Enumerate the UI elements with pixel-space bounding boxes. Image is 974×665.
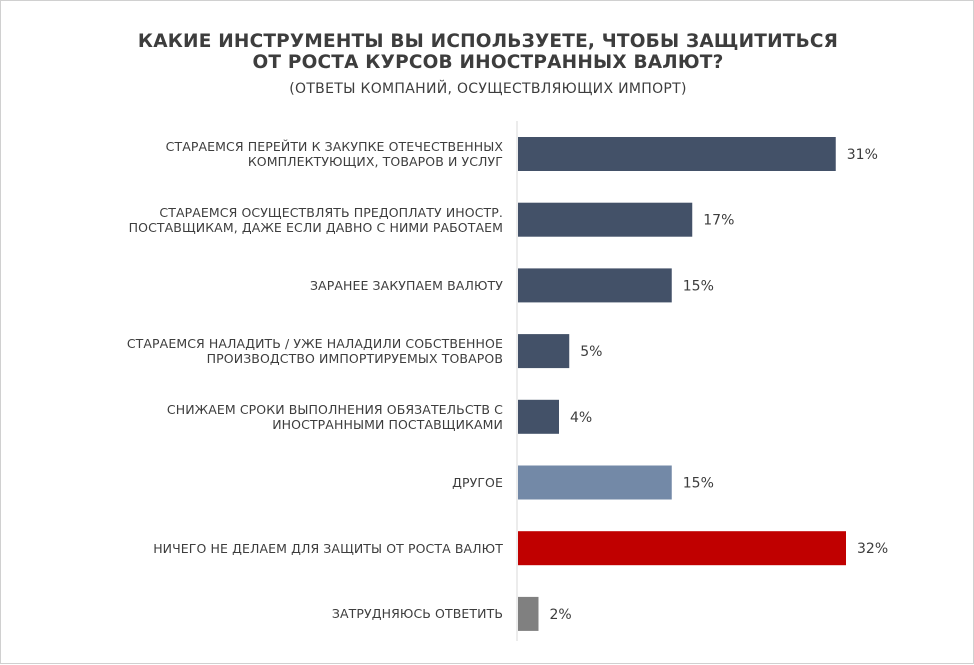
value-label-3: 15% <box>683 278 714 294</box>
category-label-2: СТАРАЕМСЯ ОСУЩЕСТВЛЯТЬ ПРЕДОПЛАТУ ИНОСТР… <box>23 205 503 235</box>
chart-title-line-1: КАКИЕ ИНСТРУМЕНТЫ ВЫ ИСПОЛЬЗУЕТЕ, ЧТОБЫ … <box>137 31 839 52</box>
category-label-8: ЗАТРУДНЯЮСЬ ОТВЕТИТЬ <box>23 606 503 621</box>
bar-4 <box>518 334 570 369</box>
category-label-line: СНИЖАЕМ СРОКИ ВЫПОЛНЕНИЯ ОБЯЗАТЕЛЬСТВ С <box>166 401 503 417</box>
value-label-5: 4% <box>570 410 592 426</box>
value-label-1: 31% <box>847 147 878 163</box>
value-label-7: 32% <box>857 541 888 557</box>
category-label-line: СТАРАЕМСЯ НАЛАДИТЬ / УЖЕ НАЛАДИЛИ СОБСТВ… <box>126 336 503 352</box>
chart-title-line-2: ОТ РОСТА КУРСОВ ИНОСТРАННЫХ ВАЛЮТ? <box>252 52 724 73</box>
bar-6 <box>518 465 672 500</box>
category-label-line: ДРУГОЕ <box>452 475 503 490</box>
category-label-4: СТАРАЕМСЯ НАЛАДИТЬ / УЖЕ НАЛАДИЛИ СОБСТВ… <box>23 336 503 366</box>
category-label-line: ЗАТРУДНЯЮСЬ ОТВЕТИТЬ <box>331 606 503 622</box>
category-label-line: КОМПЛЕКТУЮЩИХ, ТОВАРОВ И УСЛУГ <box>247 154 503 169</box>
category-label-6: ДРУГОЕ <box>23 475 503 490</box>
value-label-8: 2% <box>550 607 572 623</box>
value-label-4: 5% <box>580 344 602 360</box>
category-label-line: ПРОИЗВОДСТВО ИМПОРТИРУЕМЫХ ТОВАРОВ <box>206 351 503 367</box>
bar-1 <box>518 137 836 171</box>
category-label-line: ПОСТАВЩИКАМ, ДАЖЕ ЕСЛИ ДАВНО С НИМИ РАБО… <box>128 219 503 235</box>
bar-2 <box>518 202 693 237</box>
bar-5 <box>518 399 559 434</box>
value-label-6: 15% <box>683 476 714 492</box>
category-label-line: ИНОСТРАННЫМИ ПОСТАВЩИКАМИ <box>272 416 503 432</box>
category-label-line: СТАРАЕМСЯ ОСУЩЕСТВЛЯТЬ ПРЕДОПЛАТУ ИНОСТР… <box>159 204 503 220</box>
bar-3 <box>518 268 672 303</box>
bar-8 <box>518 596 539 631</box>
category-label-7: НИЧЕГО НЕ ДЕЛАЕМ ДЛЯ ЗАЩИТЫ ОТ РОСТА ВАЛ… <box>23 541 503 556</box>
category-label-1: СТАРАЕМСЯ ПЕРЕЙТИ К ЗАКУПКЕ ОТЕЧЕСТВЕННЫ… <box>23 139 503 169</box>
category-label-3: ЗАРАНЕЕ ЗАКУПАЕМ ВАЛЮТУ <box>23 278 503 293</box>
value-label-2: 17% <box>703 213 734 229</box>
chart-subtitle: (ОТВЕТЫ КОМПАНИЙ, ОСУЩЕСТВЛЯЮЩИХ ИМПОРТ) <box>289 81 687 97</box>
category-label-line: СТАРАЕМСЯ ПЕРЕЙТИ К ЗАКУПКЕ ОТЕЧЕСТВЕННЫ… <box>165 139 503 154</box>
category-label-line: ЗАРАНЕЕ ЗАКУПАЕМ ВАЛЮТУ <box>309 277 503 293</box>
category-label-line: НИЧЕГО НЕ ДЕЛАЕМ ДЛЯ ЗАЩИТЫ ОТ РОСТА ВАЛ… <box>153 540 503 556</box>
bar-7 <box>518 531 846 566</box>
